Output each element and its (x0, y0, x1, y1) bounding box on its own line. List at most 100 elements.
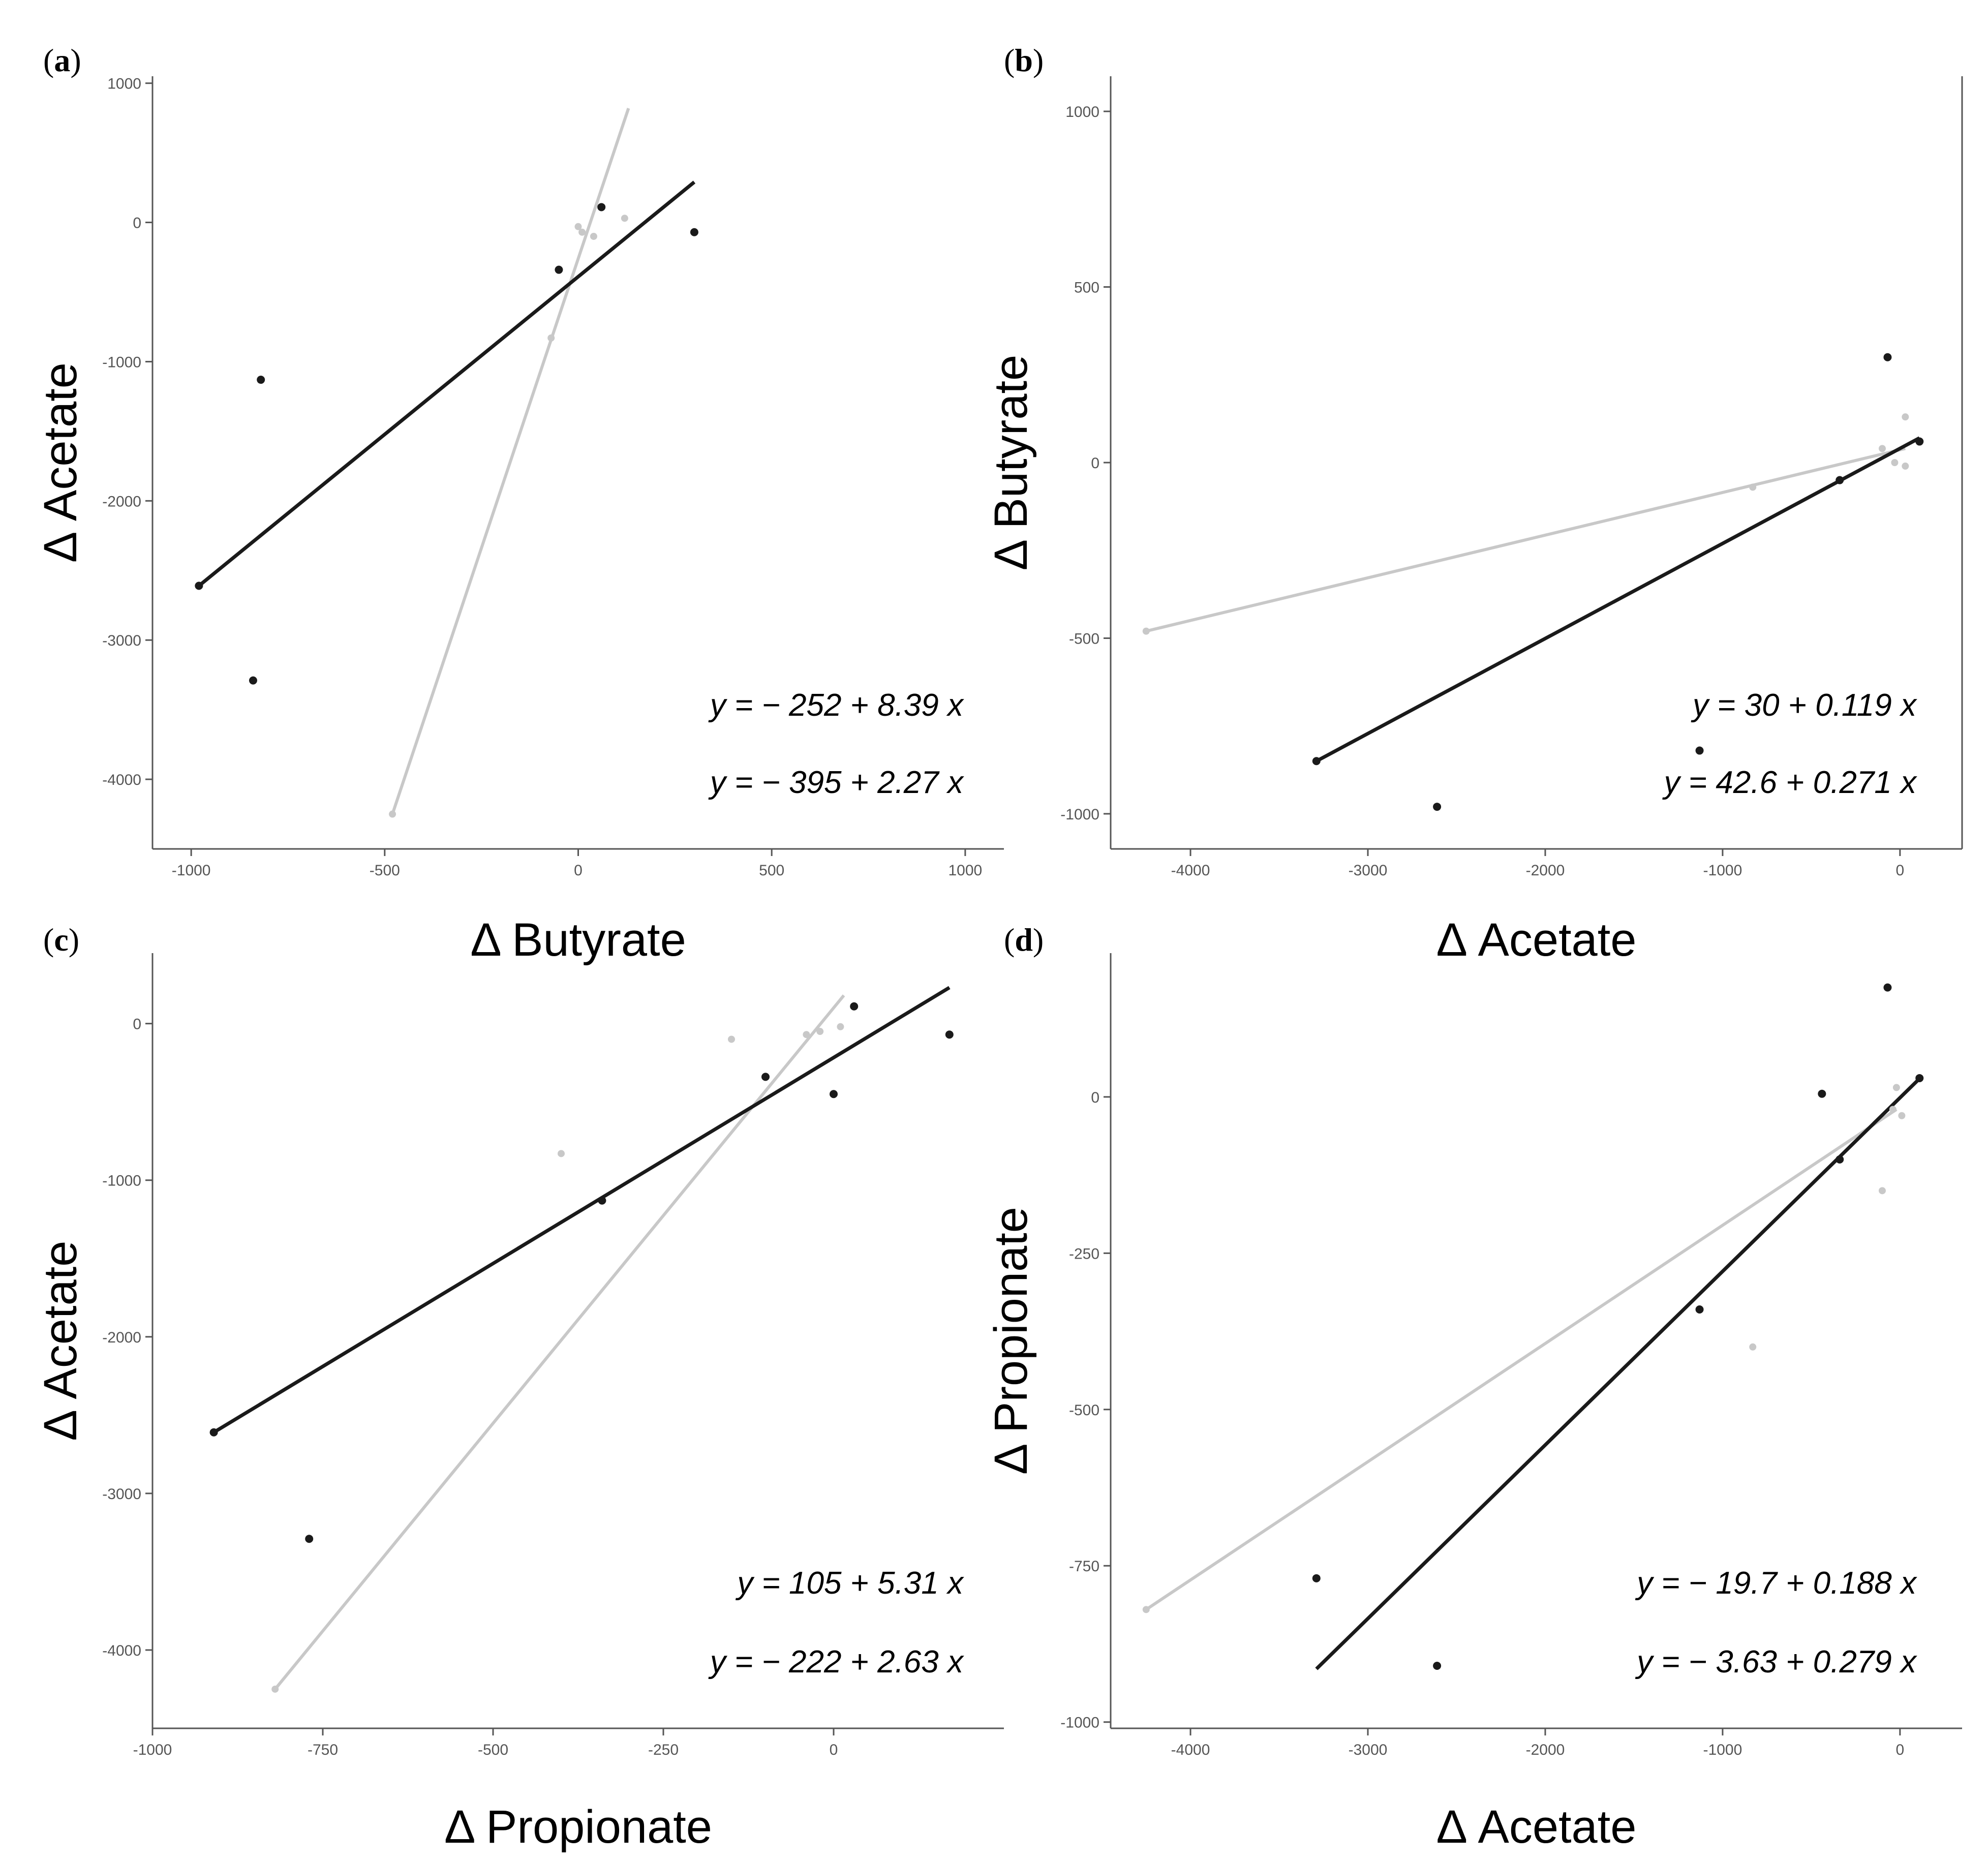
regression-line-gray (273, 994, 845, 1690)
regression-equation: y = − 395 + 2.27 x (708, 765, 964, 800)
x-tick-label: -3000 (1349, 1742, 1388, 1758)
panel-letter: c (54, 922, 68, 958)
panel-label: (c) (43, 922, 79, 958)
regression-line-gray (1145, 1108, 1898, 1611)
y-tick-label: -3000 (102, 632, 141, 649)
panel-label: (b) (1004, 42, 1044, 78)
data-point-gray (837, 1023, 844, 1030)
regression-equation: y = 30 + 0.119 x (1691, 688, 1917, 723)
data-point-gray (1892, 1084, 1900, 1091)
x-axis-title: Δ Acetate (1436, 914, 1637, 966)
data-point-black (597, 203, 606, 211)
data-point-gray (271, 1685, 279, 1693)
data-point-gray (1749, 1343, 1757, 1351)
x-tick-label: -3000 (1349, 862, 1388, 879)
y-tick-label: 0 (133, 215, 141, 232)
y-tick-label: -1000 (1060, 806, 1099, 823)
data-point-black (1915, 437, 1924, 446)
data-point-black (1818, 1089, 1826, 1098)
x-tick-label: -4000 (1171, 862, 1210, 879)
regression-line-black (212, 986, 951, 1434)
x-tick-label: 1000 (948, 862, 982, 879)
y-tick-label: -1000 (102, 1173, 141, 1189)
panel-label: (d) (1004, 922, 1044, 958)
data-point-black (690, 228, 698, 236)
y-tick-label: -3000 (102, 1486, 141, 1503)
data-point-black (1883, 353, 1892, 361)
regression-line-black (198, 180, 696, 588)
x-tick-label: -750 (308, 1742, 338, 1758)
data-point-gray (1878, 445, 1886, 452)
regression-line-gray (1146, 447, 1906, 633)
x-axis-title: Δ Propionate (444, 1801, 712, 1853)
regression-equation: y = 105 + 5.31 x (735, 1566, 964, 1601)
data-point-black (1883, 983, 1892, 992)
x-tick-label: 500 (759, 862, 784, 879)
regression-equation: y = − 19.7 + 0.188 x (1635, 1566, 1917, 1601)
x-tick-label: -1000 (133, 1742, 172, 1758)
panel-letter: d (1015, 922, 1033, 958)
y-tick-label: 1000 (1065, 104, 1099, 120)
x-tick-label: -1000 (1703, 1742, 1742, 1758)
data-point-gray (1898, 1112, 1906, 1119)
y-tick-label: 500 (1074, 280, 1099, 296)
y-tick-label: -250 (1069, 1245, 1099, 1262)
data-point-gray (574, 223, 582, 230)
data-point-gray (1891, 459, 1899, 466)
data-point-black (1695, 1305, 1704, 1314)
y-tick-label: -4000 (102, 772, 141, 788)
data-point-black (1433, 803, 1442, 811)
y-tick-label: -500 (1069, 1402, 1099, 1419)
data-point-black (1312, 1574, 1321, 1582)
regression-equation: y = − 222 + 2.63 x (708, 1644, 964, 1680)
data-point-gray (547, 334, 555, 342)
panel-letter: a (54, 42, 70, 78)
x-tick-label: -250 (648, 1742, 679, 1758)
data-point-gray (389, 810, 396, 818)
regression-line-black (1315, 1076, 1923, 1670)
y-tick-label: 0 (1091, 1089, 1099, 1106)
x-axis-title: Δ Acetate (1436, 1801, 1637, 1853)
data-point-gray (803, 1031, 810, 1039)
x-tick-label: -1000 (172, 862, 211, 879)
data-point-black (555, 265, 563, 274)
panel-d: -4000 -3000 -2000 -1000 0 0 -250 -500 -750 -1000 (… (985, 922, 1962, 1853)
panel-c: -1000 -750 -500 -250 0 0 -1000 -2000 -3000 -4000 (… (35, 922, 1004, 1853)
data-point-gray (590, 232, 597, 240)
x-tick-label: 0 (574, 862, 583, 879)
y-tick-label: -750 (1069, 1558, 1099, 1575)
panel-letter: b (1015, 42, 1033, 78)
regression-equation: y = 42.6 + 0.271 x (1662, 765, 1917, 800)
data-point-black (830, 1090, 838, 1099)
y-axis-title: Δ Acetate (35, 362, 86, 563)
x-tick-label: 0 (1896, 862, 1905, 879)
data-point-black (1312, 757, 1321, 766)
data-point-gray (816, 1028, 824, 1035)
y-tick-label: 1000 (107, 76, 141, 93)
x-tick-label: 0 (1896, 1742, 1905, 1758)
x-tick-label: -2000 (1526, 1742, 1565, 1758)
data-point-black (305, 1535, 314, 1543)
data-point-black (761, 1073, 770, 1081)
regression-equation: y = − 3.63 + 0.279 x (1635, 1644, 1917, 1680)
data-point-gray (1902, 462, 1909, 470)
y-tick-label: -500 (1069, 630, 1099, 647)
y-tick-label: 0 (1091, 455, 1099, 472)
data-point-black (209, 1428, 218, 1437)
data-point-black (850, 1002, 859, 1011)
x-tick-label: -4000 (1171, 1742, 1210, 1758)
y-tick-label: -2000 (102, 1329, 141, 1346)
data-point-gray (1902, 413, 1909, 421)
data-point-black (1836, 1155, 1844, 1164)
data-point-gray (558, 1150, 565, 1157)
data-point-gray (1749, 483, 1757, 491)
data-point-gray (1142, 1606, 1150, 1613)
y-axis-title: Δ Acetate (35, 1241, 86, 1441)
y-tick-label: -4000 (102, 1642, 141, 1659)
x-tick-label: -2000 (1526, 862, 1565, 879)
data-point-gray (728, 1035, 735, 1043)
y-tick-label: -1000 (102, 354, 141, 371)
data-point-gray (1878, 1187, 1886, 1195)
data-point-black (1836, 476, 1844, 484)
y-axis-title: Δ Propionate (985, 1207, 1037, 1475)
